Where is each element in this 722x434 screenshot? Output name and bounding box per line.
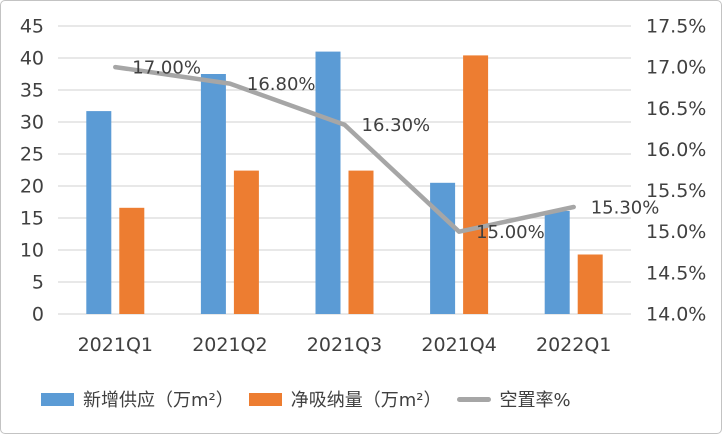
left-axis-tick: 45 <box>20 16 44 38</box>
legend-swatch-new-supply <box>41 392 74 406</box>
left-axis-tick: 20 <box>20 176 44 198</box>
left-axis-tick: 40 <box>20 48 44 70</box>
left-axis-tick: 25 <box>20 144 44 166</box>
legend-item-vacancy-rate: 空置率% <box>456 386 571 412</box>
right-axis-tick: 17.0% <box>646 57 706 79</box>
line-data-label: 15.00% <box>476 222 545 243</box>
bar-new-supply <box>544 211 570 314</box>
chart-legend: 新增供应（万m²） 净吸纳量（万m²） 空置率% <box>41 384 571 414</box>
bar-net-absorption <box>463 55 489 315</box>
right-axis-tick: 14.0% <box>646 304 706 326</box>
bar-net-absorption <box>233 170 259 314</box>
left-axis-tick: 35 <box>20 80 44 102</box>
legend-line-swatch-vacancy-rate <box>456 396 491 402</box>
right-axis-tick: 16.5% <box>646 98 706 120</box>
right-axis-tick: 17.5% <box>646 16 706 38</box>
legend-item-new-supply: 新增供应（万m²） <box>41 386 234 412</box>
bar-new-supply <box>86 111 112 314</box>
right-axis-tick: 16.0% <box>646 139 706 161</box>
line-data-label: 16.80% <box>247 74 316 95</box>
left-axis-tick: 0 <box>32 304 44 326</box>
bar-new-supply <box>430 182 456 314</box>
bar-net-absorption <box>119 207 145 314</box>
bar-new-supply <box>200 74 226 314</box>
legend-label-net-absorption: 净吸纳量（万m²） <box>290 390 442 411</box>
left-axis-tick: 30 <box>20 112 44 134</box>
left-axis-tick: 5 <box>32 272 44 294</box>
left-axis-tick: 15 <box>20 208 44 230</box>
bar-new-supply <box>315 51 341 314</box>
line-data-label: 15.30% <box>591 198 660 219</box>
line-data-label: 17.00% <box>132 58 201 79</box>
legend-label-new-supply: 新增供应（万m²） <box>83 390 234 411</box>
bar-net-absorption <box>348 170 374 314</box>
x-axis-label: 2021Q4 <box>421 334 496 356</box>
line-data-label: 16.30% <box>362 115 431 136</box>
right-axis-tick: 15.0% <box>646 221 706 243</box>
left-axis-tick: 10 <box>20 240 44 262</box>
bar-net-absorption <box>577 254 603 314</box>
right-axis-tick: 15.5% <box>646 180 706 202</box>
x-axis-label: 2021Q2 <box>192 334 267 356</box>
legend-label-vacancy-rate: 空置率% <box>499 390 571 411</box>
x-axis-label: 2021Q1 <box>78 334 153 356</box>
right-axis-tick: 14.5% <box>646 262 706 284</box>
vacancy-rate-line <box>113 64 576 234</box>
legend-item-net-absorption: 净吸纳量（万m²） <box>248 386 442 412</box>
x-axis-label: 2021Q3 <box>307 334 382 356</box>
legend-swatch-net-absorption <box>248 392 282 406</box>
x-axis-label: 2022Q1 <box>536 334 611 356</box>
